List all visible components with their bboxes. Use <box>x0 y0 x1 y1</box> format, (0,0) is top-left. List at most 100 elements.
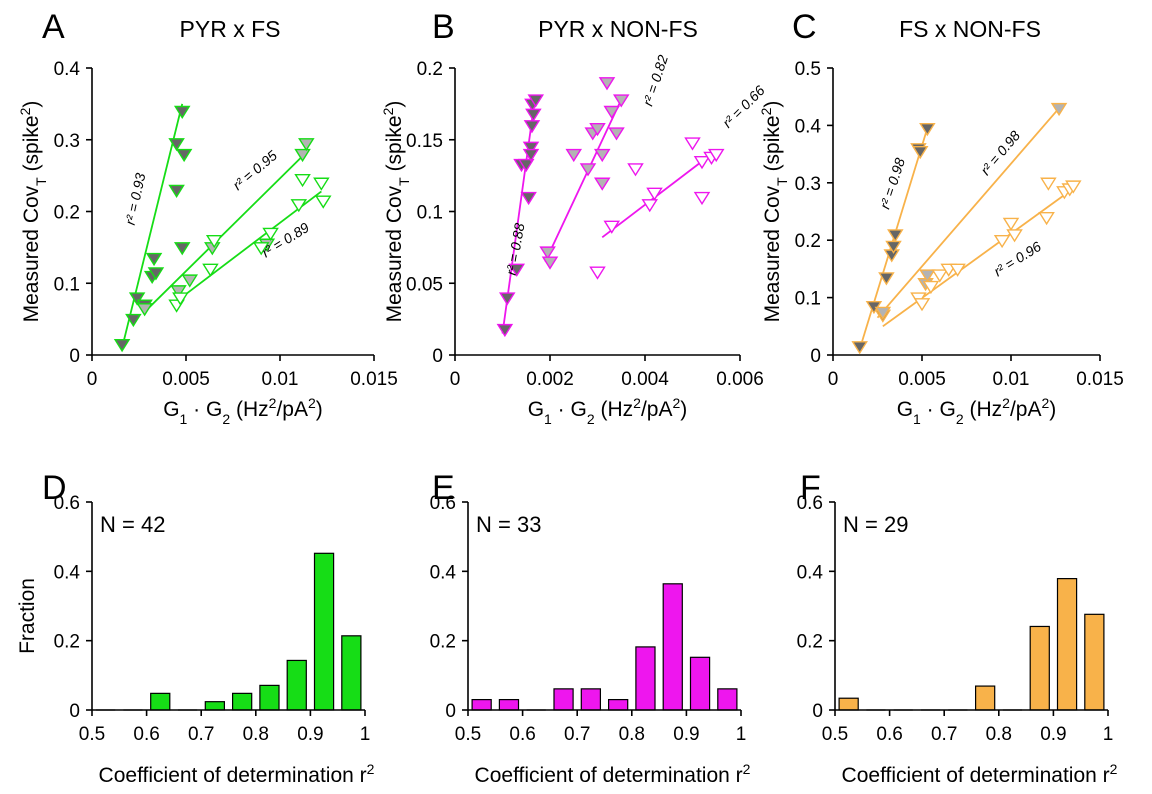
x-tick-label: 0.9 <box>1040 724 1066 745</box>
data-point <box>565 148 583 163</box>
data-point <box>922 280 940 295</box>
data-point <box>496 323 514 338</box>
data-point <box>593 177 611 191</box>
histogram-panel-e: E N = 33 0.5 0.6 0.7 0.8 0.9 1 0 0.2 0.4 0.6 Coeffic… <box>430 469 751 787</box>
data-point <box>603 220 621 234</box>
data-point <box>173 242 191 256</box>
r-squared-label: r² = 0.98 <box>877 156 909 211</box>
y-tick-label: 0 <box>812 701 823 722</box>
data-point <box>168 138 185 152</box>
panel-title: FS x NON-FS <box>899 16 1041 42</box>
data-point <box>541 256 559 270</box>
histogram-bar <box>1084 613 1105 711</box>
x-tick-label: 0 <box>450 369 461 390</box>
y-tick-label: 0.6 <box>797 493 823 514</box>
data-point <box>603 105 621 120</box>
histogram-bar <box>635 646 656 711</box>
y-tick-label: 0.2 <box>430 632 456 653</box>
data-point <box>598 77 616 91</box>
data-point <box>539 246 556 260</box>
data-point <box>522 148 540 163</box>
scatter-panel-c: C FS x NON-FS 0 0.005 0.01 0.015 0 0.1 0.2 0.3 0.4… <box>758 8 1124 427</box>
data-point <box>887 229 904 243</box>
y-tick-label: 0.5 <box>795 59 821 80</box>
y-axis-label: Measured CovT (spike2) <box>758 101 790 323</box>
data-point <box>593 148 611 163</box>
fit-line <box>544 99 623 263</box>
data-point <box>641 199 659 213</box>
data-point <box>608 127 625 141</box>
r-squared-label: r² = 0.82 <box>640 53 672 108</box>
data-point <box>294 173 311 188</box>
x-axis-label: Coefficient of determination r2 <box>842 761 1118 787</box>
x-axis-label: G1 · G2 (Hz2/pA2) <box>897 395 1057 427</box>
data-point <box>874 306 892 320</box>
data-point <box>172 292 189 306</box>
x-tick-label: 0.9 <box>673 724 699 745</box>
x-tick-label: 0.8 <box>986 724 1012 745</box>
x-tick-label: 0.006 <box>716 369 764 390</box>
panel-letter: E <box>432 469 455 507</box>
data-point <box>525 108 542 122</box>
panel-title: PYR x NON-FS <box>538 16 698 42</box>
data-point <box>298 138 315 152</box>
data-point <box>579 163 597 177</box>
data-point <box>262 227 279 241</box>
y-tick-label: 0.4 <box>54 59 81 80</box>
x-tick-label: 0.8 <box>619 724 645 745</box>
y-tick-label: 0.2 <box>54 632 80 653</box>
data-point <box>1065 180 1082 194</box>
data-point <box>589 123 606 137</box>
x-tick-label: 0.5 <box>455 724 481 745</box>
data-point <box>128 292 146 306</box>
data-point <box>684 137 701 151</box>
histogram-bar <box>553 688 574 711</box>
data-point <box>527 94 545 108</box>
y-tick-label: 0.2 <box>54 203 80 224</box>
y-tick-label: 0.1 <box>795 289 821 310</box>
data-point <box>612 94 630 108</box>
x-tick-label: 0.7 <box>931 724 957 745</box>
data-point <box>627 163 644 177</box>
histogram-bar <box>471 698 492 711</box>
x-tick-label: 0.5 <box>79 724 105 745</box>
data-point <box>1002 217 1020 231</box>
data-point <box>205 234 223 249</box>
y-tick-label: 0.2 <box>417 59 443 80</box>
data-point <box>913 298 931 312</box>
data-point <box>517 158 535 173</box>
data-point <box>145 252 163 267</box>
r-squared-label: r² = 0.96 <box>991 238 1044 280</box>
x-tick-label: 0.005 <box>898 369 946 390</box>
data-point <box>707 148 725 163</box>
n-count: N = 29 <box>843 512 908 537</box>
y-tick-label: 0.4 <box>797 562 824 583</box>
histogram-bar <box>717 688 738 711</box>
x-axis-label: Coefficient of determination r2 <box>475 761 751 787</box>
n-count: N = 42 <box>100 512 165 537</box>
histogram-bar <box>1056 578 1078 711</box>
fit-line <box>144 149 309 313</box>
y-tick-label: 0 <box>69 346 80 367</box>
x-axis-label: G1 · G2 (Hz2/pA2) <box>163 395 323 427</box>
data-point <box>949 263 966 277</box>
y-tick-label: 0.3 <box>54 131 80 152</box>
x-tick-label: 0 <box>828 369 839 390</box>
data-point <box>170 285 187 299</box>
y-tick-label: 0.1 <box>417 203 443 224</box>
y-tick-label: 0 <box>445 701 456 722</box>
histogram-panel-f: F N = 29 0.5 0.6 0.7 0.8 0.9 1 0 0.2 0.4 0.6 Coeffic… <box>797 469 1118 787</box>
data-point <box>646 187 663 201</box>
fit-line <box>876 107 1060 319</box>
histogram-panel-d: D N = 42 0.5 0.6 0.7 0.8 0.9 1 0 0.2 0.4 0.6 Coeffic… <box>16 469 375 787</box>
data-point <box>313 177 330 191</box>
data-point <box>147 267 165 281</box>
histogram-bar <box>689 656 711 711</box>
y-tick-label: 0.4 <box>795 116 822 137</box>
histogram-bar <box>607 698 629 711</box>
x-tick-label: 0.004 <box>621 369 669 390</box>
histogram-bar <box>974 685 996 711</box>
histogram-bar <box>204 701 226 711</box>
data-point <box>919 269 936 283</box>
panel-letter: D <box>42 469 67 507</box>
